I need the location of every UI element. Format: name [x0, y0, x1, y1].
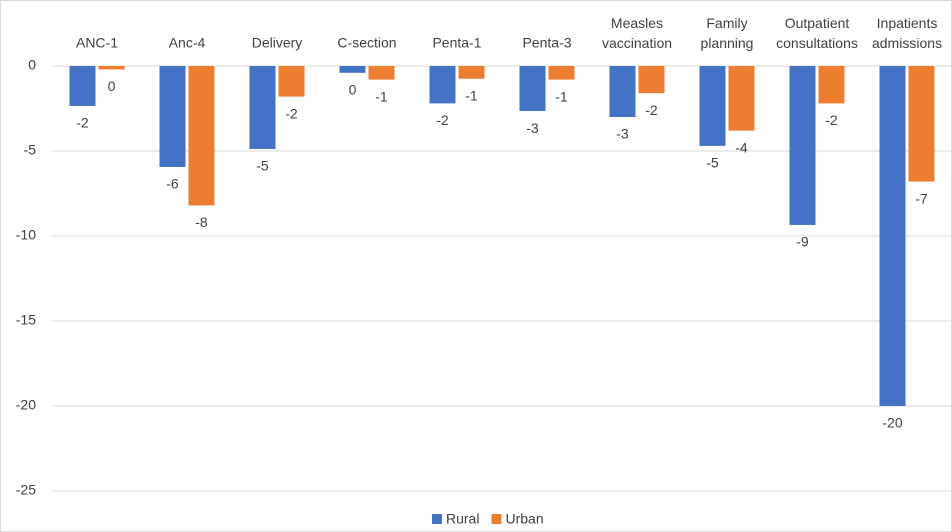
bar [519, 66, 546, 112]
bar [278, 66, 305, 97]
y-tick-label: 0 [28, 57, 36, 73]
x-tick-label: Family planning [701, 15, 754, 51]
data-label: -8 [195, 214, 208, 230]
bar [699, 66, 726, 146]
x-tick-label: ANC-1 [76, 35, 118, 51]
data-label: 0 [108, 78, 116, 94]
bar [789, 66, 816, 225]
bar [429, 66, 456, 104]
bar [368, 66, 395, 80]
bar [609, 66, 636, 117]
x-tick-label: Measles vaccination [602, 15, 672, 51]
y-tick-label: -15 [16, 312, 36, 328]
data-label: -1 [375, 88, 388, 104]
x-tick-label: Penta-3 [522, 35, 571, 51]
legend-swatch [432, 514, 442, 524]
data-label: -20 [882, 415, 902, 431]
data-label: -1 [555, 88, 568, 104]
data-label: -5 [256, 158, 269, 174]
data-label: -3 [526, 120, 539, 136]
legend-label: Urban [505, 511, 543, 527]
bar [879, 66, 906, 406]
x-tick-label: Inpatients admissions [872, 15, 942, 51]
data-label: 0 [349, 82, 357, 98]
bar [908, 66, 935, 182]
data-label: -2 [645, 102, 658, 118]
data-label: -5 [706, 155, 719, 171]
y-tick-label: -20 [16, 397, 36, 413]
data-label: -2 [825, 112, 838, 128]
data-label: -4 [735, 139, 748, 155]
bar [339, 66, 366, 73]
x-tick-label: Anc-4 [169, 35, 206, 51]
bar [98, 66, 125, 70]
legend-swatch [491, 514, 502, 524]
data-label: -6 [166, 176, 179, 192]
legend-label: Rural [446, 511, 479, 527]
data-label: -7 [915, 190, 928, 206]
bar [818, 66, 845, 104]
data-label: -2 [285, 105, 298, 121]
bar [188, 66, 215, 206]
data-label: -2 [436, 112, 449, 128]
bar [458, 66, 485, 79]
y-tick-label: -5 [24, 142, 37, 158]
data-label: -2 [76, 115, 89, 131]
bar [69, 66, 96, 106]
x-tick-label: Outpatient consultations [776, 15, 858, 51]
x-tick-label: Penta-1 [432, 35, 481, 51]
data-label: -1 [465, 87, 478, 103]
y-tick-label: -25 [16, 482, 36, 498]
bar [548, 66, 575, 80]
bar [249, 66, 276, 149]
y-tick-label: -10 [16, 227, 36, 243]
bar [159, 66, 186, 167]
bar [638, 66, 665, 94]
bar [728, 66, 755, 131]
data-label: -3 [616, 126, 629, 142]
x-tick-label: C-section [337, 35, 396, 51]
data-label: -9 [796, 234, 809, 250]
x-tick-label: Delivery [252, 35, 303, 51]
